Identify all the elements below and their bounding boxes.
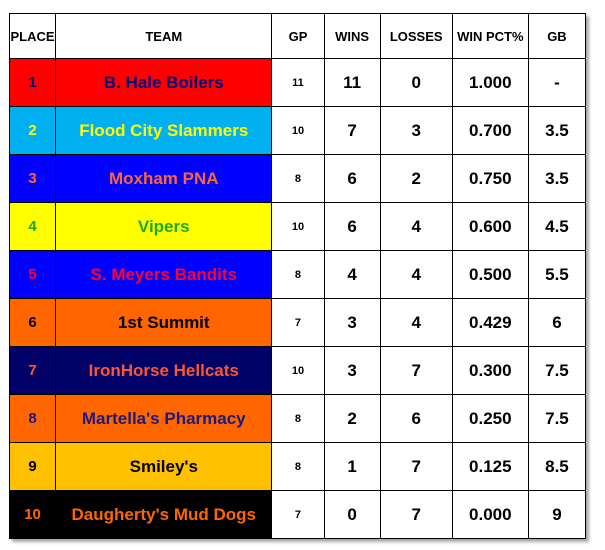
header-place: PLACE <box>8 13 57 59</box>
wins-cell: 11 <box>323 58 381 107</box>
gb-cell: 8.5 <box>527 442 587 491</box>
win-pct-cell: 1.000 <box>451 58 529 107</box>
gp-cell: 10 <box>271 202 325 251</box>
team-cell: Daugherty's Mud Dogs <box>55 490 273 539</box>
wins-cell: 3 <box>323 346 381 395</box>
table-row: 9 Smiley's 8 1 7 0.125 8.5 <box>8 442 587 491</box>
gb-cell: 4.5 <box>527 202 587 251</box>
place-cell: 4 <box>8 202 57 251</box>
place-cell: 5 <box>8 250 57 299</box>
win-pct-cell: 0.500 <box>451 250 529 299</box>
gb-cell: 5.5 <box>527 250 587 299</box>
wins-cell: 3 <box>323 298 381 347</box>
gp-cell: 8 <box>271 442 325 491</box>
place-cell: 6 <box>8 298 57 347</box>
place-cell: 9 <box>8 442 57 491</box>
place-cell: 3 <box>8 154 57 203</box>
losses-cell: 7 <box>379 490 453 539</box>
losses-cell: 3 <box>379 106 453 155</box>
win-pct-cell: 0.250 <box>451 394 529 443</box>
gb-cell: - <box>527 58 587 107</box>
place-cell: 8 <box>8 394 57 443</box>
table-row: 10 Daugherty's Mud Dogs 7 0 7 0.000 9 <box>8 490 587 539</box>
gp-cell: 7 <box>271 298 325 347</box>
win-pct-cell: 0.600 <box>451 202 529 251</box>
team-cell: B. Hale Boilers <box>55 58 273 107</box>
table-row: 6 1st Summit 7 3 4 0.429 6 <box>8 298 587 347</box>
win-pct-cell: 0.429 <box>451 298 529 347</box>
table-row: 7 IronHorse Hellcats 10 3 7 0.300 7.5 <box>8 346 587 395</box>
header-gb: GB <box>527 13 587 59</box>
gb-cell: 7.5 <box>527 394 587 443</box>
team-cell: IronHorse Hellcats <box>55 346 273 395</box>
header-team: TEAM <box>55 13 273 59</box>
header-losses: LOSSES <box>379 13 453 59</box>
team-cell: 1st Summit <box>55 298 273 347</box>
table-row: 2 Flood City Slammers 10 7 3 0.700 3.5 <box>8 106 587 155</box>
place-cell: 2 <box>8 106 57 155</box>
win-pct-cell: 0.750 <box>451 154 529 203</box>
wins-cell: 6 <box>323 154 381 203</box>
place-cell: 7 <box>8 346 57 395</box>
team-cell: Flood City Slammers <box>55 106 273 155</box>
table-row: 8 Martella's Pharmacy 8 2 6 0.250 7.5 <box>8 394 587 443</box>
win-pct-cell: 0.125 <box>451 442 529 491</box>
table-row: 3 Moxham PNA 8 6 2 0.750 3.5 <box>8 154 587 203</box>
losses-cell: 4 <box>379 202 453 251</box>
wins-cell: 0 <box>323 490 381 539</box>
gp-cell: 10 <box>271 106 325 155</box>
wins-cell: 1 <box>323 442 381 491</box>
gb-cell: 9 <box>527 490 587 539</box>
header-row: PLACE TEAM GP WINS LOSSES WIN PCT% GB <box>8 13 587 59</box>
table-row: 5 S. Meyers Bandits 8 4 4 0.500 5.5 <box>8 250 587 299</box>
team-cell: S. Meyers Bandits <box>55 250 273 299</box>
gb-cell: 3.5 <box>527 106 587 155</box>
losses-cell: 7 <box>379 442 453 491</box>
gb-cell: 7.5 <box>527 346 587 395</box>
losses-cell: 2 <box>379 154 453 203</box>
win-pct-cell: 0.700 <box>451 106 529 155</box>
wins-cell: 2 <box>323 394 381 443</box>
gp-cell: 10 <box>271 346 325 395</box>
team-cell: Vipers <box>55 202 273 251</box>
gp-cell: 7 <box>271 490 325 539</box>
losses-cell: 4 <box>379 250 453 299</box>
gp-cell: 8 <box>271 250 325 299</box>
team-cell: Martella's Pharmacy <box>55 394 273 443</box>
header-wins: WINS <box>323 13 381 59</box>
team-cell: Smiley's <box>55 442 273 491</box>
team-cell: Moxham PNA <box>55 154 273 203</box>
wins-cell: 6 <box>323 202 381 251</box>
table-row: 4 Vipers 10 6 4 0.600 4.5 <box>8 202 587 251</box>
gp-cell: 8 <box>271 154 325 203</box>
gb-cell: 6 <box>527 298 587 347</box>
gb-cell: 3.5 <box>527 154 587 203</box>
losses-cell: 4 <box>379 298 453 347</box>
place-cell: 10 <box>8 490 57 539</box>
win-pct-cell: 0.000 <box>451 490 529 539</box>
losses-cell: 7 <box>379 346 453 395</box>
header-win-pct: WIN PCT% <box>451 13 529 59</box>
gp-cell: 8 <box>271 394 325 443</box>
table-row: 1 B. Hale Boilers 11 11 0 1.000- <box>8 58 587 107</box>
losses-cell: 6 <box>379 394 453 443</box>
standings-body: 1 B. Hale Boilers 11 11 0 1.000-2 Flood City S… <box>8 58 587 539</box>
wins-cell: 4 <box>323 250 381 299</box>
gp-cell: 11 <box>271 58 325 107</box>
header-gp: GP <box>271 13 325 59</box>
wins-cell: 7 <box>323 106 381 155</box>
losses-cell: 0 <box>379 58 453 107</box>
win-pct-cell: 0.300 <box>451 346 529 395</box>
place-cell: 1 <box>8 58 57 107</box>
